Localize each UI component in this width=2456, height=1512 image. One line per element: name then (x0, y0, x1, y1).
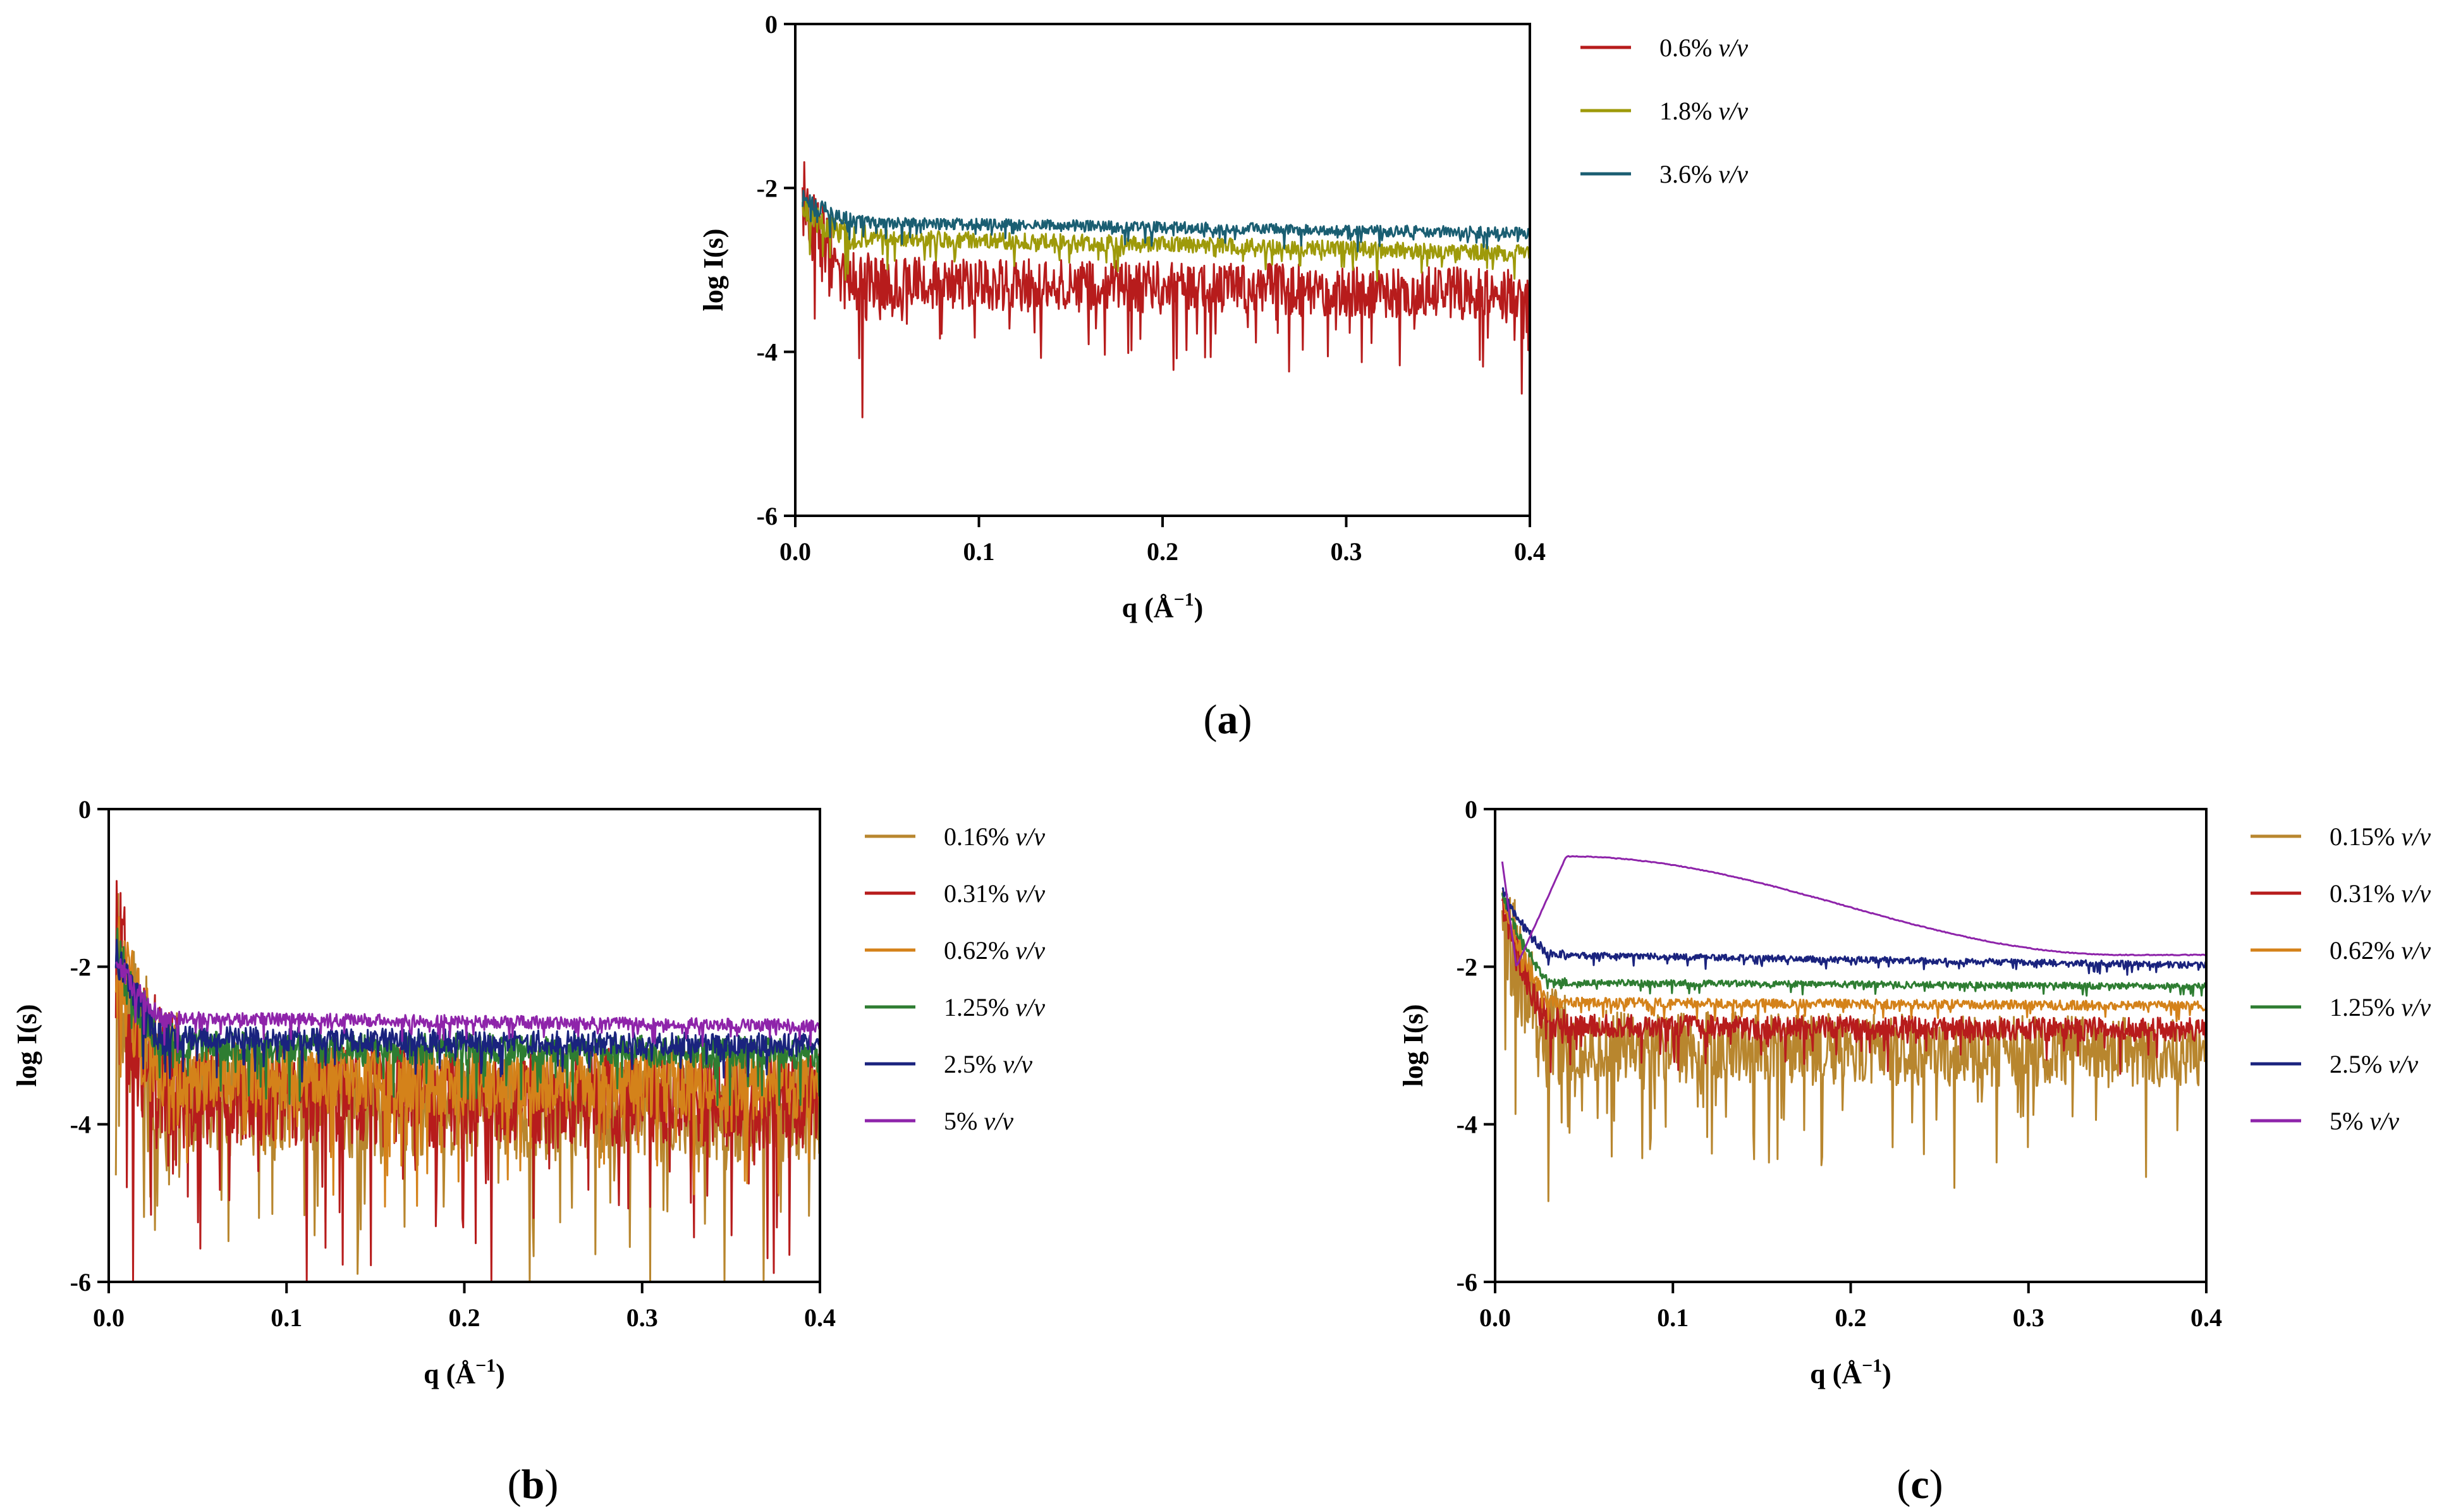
series-group (802, 161, 1530, 418)
series-line-5pct (1501, 855, 2206, 966)
y-axis-title: log I(s) (1398, 1004, 1429, 1087)
x-tick-label: 0.3 (1331, 537, 1362, 566)
y-tick-label: -2 (70, 953, 91, 981)
legend-label: 2.5% v/v (944, 1050, 1032, 1078)
series-line-3.6pct (802, 190, 1530, 253)
x-tick-label: 0.2 (449, 1303, 480, 1332)
x-tick-label: 0.4 (804, 1303, 836, 1332)
x-axis-title: q (Å−1) (1810, 1355, 1891, 1389)
y-tick-label: 0 (1465, 795, 1477, 824)
series-group (114, 880, 820, 1283)
series-line-0.31pct (1501, 897, 2206, 1075)
y-tick-label: -2 (757, 174, 778, 202)
y-tick-label: -4 (1457, 1111, 1477, 1139)
legend-label: 5% v/v (2330, 1107, 2399, 1135)
y-tick-label: -6 (757, 502, 778, 530)
x-tick-label: 0.1 (963, 537, 995, 566)
legend: 0.16% v/v 0.31% v/v 0.62% v/v 1.25% v/v 2.5%… (865, 822, 1045, 1135)
legend-label: 0.31% v/v (2330, 879, 2431, 908)
y-tick-label: -4 (757, 338, 778, 367)
x-tick-label: 0.1 (1657, 1303, 1689, 1332)
y-tick-label: -4 (70, 1111, 91, 1139)
y-tick-label: 0 (78, 795, 91, 824)
x-tick-label: 0.1 (271, 1303, 302, 1332)
y-tick-label: 0 (765, 10, 778, 39)
legend-label: 1.25% v/v (944, 993, 1045, 1021)
series-line-0.15pct (1501, 896, 2206, 1202)
legend-label: 3.6% v/v (1659, 160, 1748, 188)
panel-b: 0.0 0.1 0.2 0.3 0.4 -6 -4 -2 0 q (Å−1) log I(s) 0.1… (11, 795, 1045, 1508)
legend: 0.15% v/v 0.31% v/v 0.62% v/v 1.25% v/v 2.5%… (2251, 822, 2431, 1135)
y-axis-title: log I(s) (698, 229, 729, 312)
x-tick-label: 0.0 (779, 537, 811, 566)
x-tick-label: 0.4 (1514, 537, 1546, 566)
panel-label-b: (b) (508, 1461, 559, 1508)
y-tick-label: -6 (70, 1268, 91, 1296)
x-tick-label: 0.0 (93, 1303, 125, 1332)
legend-label: 5% v/v (944, 1107, 1013, 1135)
legend-label: 1.8% v/v (1659, 97, 1748, 125)
series-line-2.5pct (1501, 887, 2206, 976)
legend-label: 0.6% v/v (1659, 34, 1748, 62)
x-tick-label: 0.3 (2013, 1303, 2044, 1332)
y-axis-title: log I(s) (11, 1004, 42, 1087)
legend-label: 2.5% v/v (2330, 1050, 2418, 1078)
panel-c: 0.0 0.1 0.2 0.3 0.4 -6 -4 -2 0 q (Å−1) log I(s) 0.1… (1398, 795, 2431, 1508)
x-tick-label: 0.3 (626, 1303, 658, 1332)
series-line-0.62pct (1501, 890, 2206, 1022)
x-tick-label: 0.2 (1147, 537, 1178, 566)
legend-label: 1.25% v/v (2330, 993, 2431, 1021)
x-tick-label: 0.4 (2190, 1303, 2222, 1332)
panel-a: 0.0 0.1 0.2 0.3 0.4 -6 -4 -2 0 q (Å−1) log I(s) 0.6… (698, 10, 1748, 743)
y-tick-label: -6 (1457, 1268, 1477, 1296)
panel-label-a: (a) (1204, 697, 1252, 743)
y-tick-label: -2 (1457, 953, 1477, 981)
x-tick-label: 0.0 (1479, 1303, 1511, 1332)
series-line-5pct (115, 958, 820, 1054)
panel-label-c: (c) (1897, 1461, 1943, 1508)
legend-label: 0.62% v/v (2330, 936, 2431, 965)
series-line-0.6pct (802, 161, 1530, 418)
series-group (1501, 855, 2206, 1202)
legend-label: 0.16% v/v (944, 822, 1045, 851)
x-axis-title: q (Å−1) (424, 1355, 505, 1389)
legend: 0.6% v/v 1.8% v/v 3.6% v/v (1580, 34, 1748, 188)
series-line-1.8pct (802, 198, 1530, 282)
x-tick-label: 0.2 (1835, 1303, 1867, 1332)
series-line-1.25pct (1501, 893, 2206, 997)
legend-label: 0.62% v/v (944, 936, 1045, 965)
legend-label: 0.31% v/v (944, 879, 1045, 908)
legend-label: 0.15% v/v (2330, 822, 2431, 851)
x-axis-title: q (Å−1) (1122, 589, 1204, 623)
